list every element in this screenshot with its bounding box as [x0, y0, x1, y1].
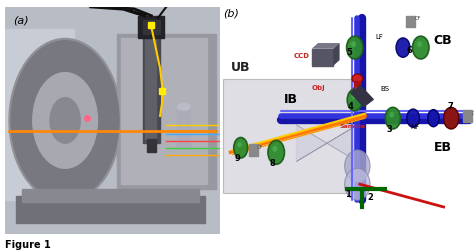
Text: LF: LF: [375, 34, 383, 40]
Text: OF: OF: [472, 110, 474, 115]
Polygon shape: [297, 125, 327, 162]
Ellipse shape: [268, 141, 284, 165]
Bar: [117, 35, 216, 189]
Ellipse shape: [346, 37, 363, 60]
Text: Sample: Sample: [339, 124, 366, 129]
Text: 6: 6: [407, 46, 413, 55]
Bar: [351, 86, 374, 107]
Bar: [249, 145, 258, 156]
Text: EB: EB: [433, 140, 451, 153]
Bar: [143, 21, 160, 35]
Bar: [5, 30, 74, 200]
Bar: [177, 107, 190, 148]
Text: 2: 2: [367, 192, 374, 201]
Ellipse shape: [351, 94, 356, 100]
Ellipse shape: [177, 104, 190, 111]
Bar: [463, 111, 472, 122]
Text: NF: NF: [410, 124, 420, 130]
Ellipse shape: [345, 169, 370, 200]
Text: 9: 9: [234, 154, 240, 163]
Ellipse shape: [345, 150, 370, 182]
Text: 8: 8: [270, 158, 275, 167]
Text: (a): (a): [13, 15, 29, 25]
Text: BS: BS: [380, 85, 389, 91]
Ellipse shape: [354, 86, 361, 94]
Text: OF: OF: [414, 16, 421, 21]
Text: (b): (b): [223, 9, 239, 19]
Bar: [147, 139, 155, 153]
FancyBboxPatch shape: [223, 80, 365, 194]
Text: 7: 7: [447, 102, 453, 110]
Ellipse shape: [50, 98, 80, 144]
Polygon shape: [312, 44, 339, 49]
Text: UB: UB: [230, 61, 250, 74]
Ellipse shape: [273, 146, 277, 152]
Ellipse shape: [347, 90, 363, 111]
Bar: [143, 26, 160, 144]
Bar: [354, 82, 360, 87]
Ellipse shape: [9, 39, 121, 203]
Bar: [22, 189, 199, 203]
Text: Obj: Obj: [312, 84, 325, 90]
Bar: [406, 17, 415, 28]
Ellipse shape: [407, 110, 419, 128]
Ellipse shape: [396, 39, 410, 58]
Ellipse shape: [237, 143, 242, 148]
Text: 4: 4: [347, 102, 353, 110]
Ellipse shape: [33, 73, 98, 169]
Ellipse shape: [351, 42, 356, 48]
Text: Figure 1: Figure 1: [5, 239, 51, 249]
Ellipse shape: [234, 138, 248, 158]
Ellipse shape: [417, 42, 422, 48]
Text: 3: 3: [386, 124, 392, 133]
Text: IB: IB: [284, 93, 298, 106]
Ellipse shape: [428, 110, 439, 127]
Ellipse shape: [385, 108, 401, 130]
Bar: [138, 17, 164, 39]
Bar: [16, 196, 205, 223]
Ellipse shape: [11, 42, 119, 200]
Ellipse shape: [412, 37, 429, 60]
Text: 5: 5: [346, 48, 352, 57]
Ellipse shape: [389, 113, 394, 118]
Text: CCD: CCD: [294, 52, 310, 58]
Polygon shape: [333, 44, 339, 67]
Polygon shape: [327, 125, 357, 162]
Text: CB: CB: [433, 34, 452, 47]
Ellipse shape: [444, 108, 459, 130]
Text: 1: 1: [345, 189, 351, 198]
Bar: [312, 49, 333, 67]
Ellipse shape: [352, 75, 363, 84]
Bar: [145, 30, 155, 139]
Text: OF: OF: [257, 144, 264, 149]
Bar: [121, 39, 208, 184]
